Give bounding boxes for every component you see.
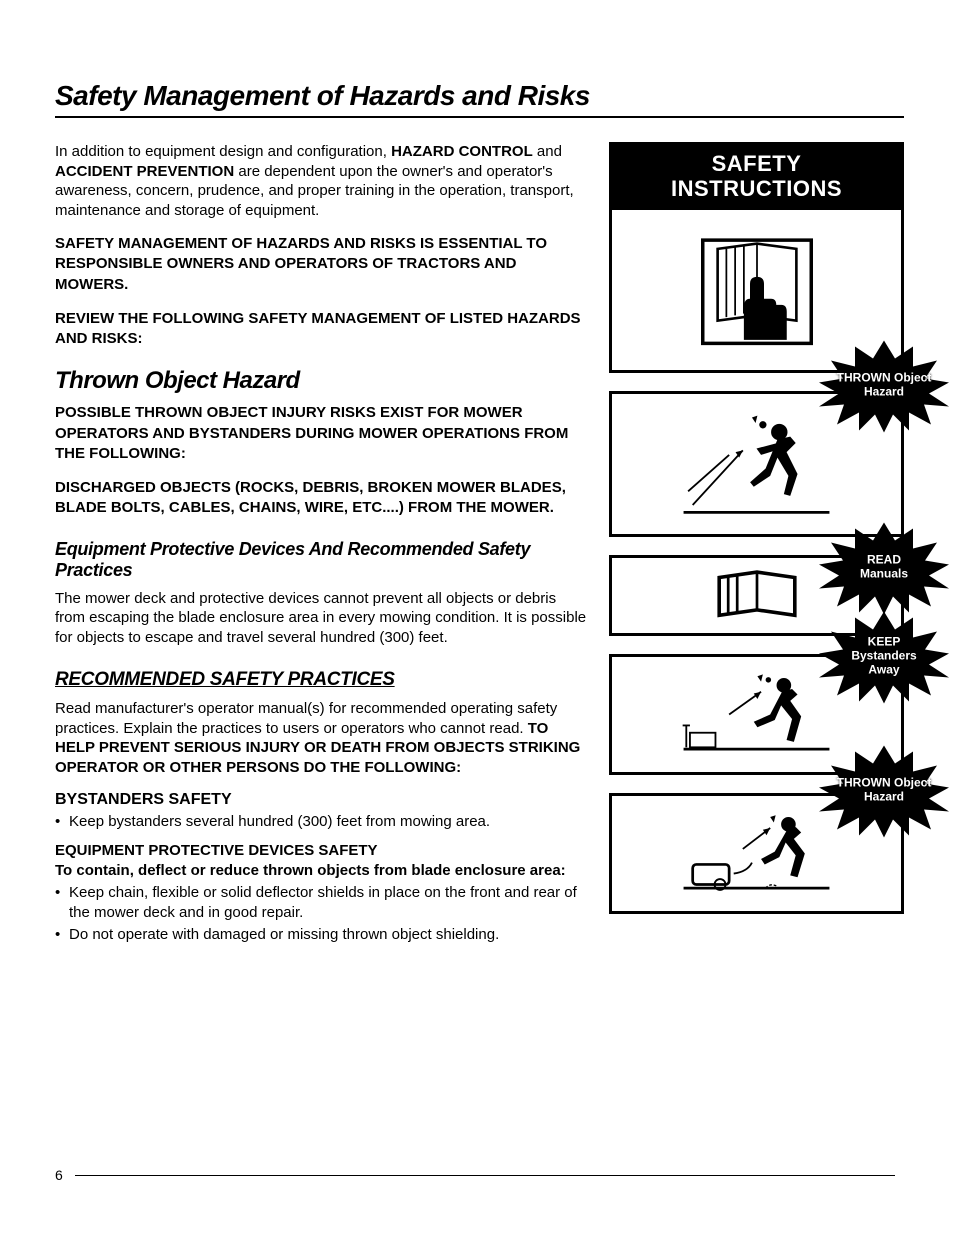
- h2-thrown: Thrown Object Hazard: [55, 367, 589, 395]
- thrown-2: DISCHARGED OBJECTS (ROCKS, DEBRIS, BROKE…: [55, 478, 589, 519]
- bullet-bystanders: Keep bystanders several hundred (300) fe…: [55, 812, 589, 832]
- text-column: In addition to equipment design and conf…: [55, 142, 589, 948]
- sub-equip: EQUIPMENT PROTECTIVE DEVICES SAFETY: [55, 842, 589, 859]
- h3-equip: Equipment Protective Devices And Recomme…: [55, 539, 589, 581]
- panel-thrown-1: THROWN Object Hazard: [609, 391, 904, 537]
- h3-rec: RECOMMENDED SAFETY PRACTICES: [55, 669, 589, 691]
- bullet-equip-2: Do not operate with damaged or missing t…: [55, 925, 589, 945]
- open-book-icon: [712, 568, 802, 623]
- page-title: Safety Management of Hazards and Risks: [55, 80, 904, 118]
- side-column: SAFETY INSTRUCTIONS: [609, 142, 904, 948]
- intro-paragraph: In addition to equipment design and conf…: [55, 142, 589, 220]
- sub-bystanders: BYSTANDERS SAFETY: [55, 791, 589, 809]
- bullet-equip-1: Keep chain, flexible or solid deflector …: [55, 883, 589, 922]
- manual-hand-icon: [687, 220, 827, 360]
- page-number: 6: [55, 1167, 895, 1183]
- panel-thrown-2: THROWN Object Hazard: [609, 793, 904, 914]
- bold-para-2: REVIEW THE FOLLOWING SAFETY MANAGEMENT O…: [55, 309, 589, 350]
- equip-p: The mower deck and protective devices ca…: [55, 589, 589, 648]
- panel-header: SAFETY INSTRUCTIONS: [612, 145, 901, 210]
- equip-lead: To contain, deflect or reduce thrown obj…: [55, 861, 589, 881]
- thrown-1: POSSIBLE THROWN OBJECT INJURY RISKS EXIS…: [55, 403, 589, 464]
- rec-p: Read manufacturer's operator manual(s) f…: [55, 699, 589, 777]
- bold-para-1: SAFETY MANAGEMENT OF HAZARDS AND RISKS I…: [55, 234, 589, 295]
